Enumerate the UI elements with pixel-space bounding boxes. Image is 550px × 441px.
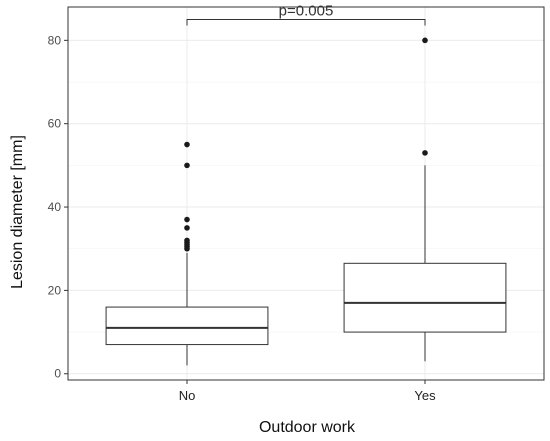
x-tick-label: Yes xyxy=(414,388,436,403)
outlier-point xyxy=(422,150,428,156)
y-tick-label: 20 xyxy=(48,283,62,297)
y-tick-label: 40 xyxy=(48,200,62,214)
panel-border xyxy=(67,6,545,381)
outlier-point xyxy=(184,225,190,231)
x-tick-label: No xyxy=(179,388,196,403)
outlier-point xyxy=(184,237,190,244)
box-no xyxy=(105,141,269,366)
p-value-label: p=0.005 xyxy=(279,3,334,20)
outlier-point xyxy=(184,141,190,148)
box-yes xyxy=(343,37,507,362)
y-tick-label: 80 xyxy=(48,33,62,47)
iqr-box xyxy=(343,262,507,333)
significance-annotation: p=0.005 xyxy=(186,3,426,26)
outlier-point xyxy=(184,162,190,169)
outlier-point xyxy=(184,216,190,223)
ticks-layer: 0 20 40 60 80 No Yes xyxy=(48,33,436,403)
x-axis-title: Outdoor work xyxy=(259,419,356,436)
marks-layer: p=0.005 xyxy=(105,3,507,366)
y-axis-title: Lesion diameter [mm] xyxy=(9,135,26,289)
y-tick-label: 60 xyxy=(48,117,62,131)
iqr-box xyxy=(105,306,269,346)
y-tick-label: 0 xyxy=(54,367,61,381)
significance-bracket xyxy=(186,19,426,26)
outlier-point xyxy=(422,37,428,44)
